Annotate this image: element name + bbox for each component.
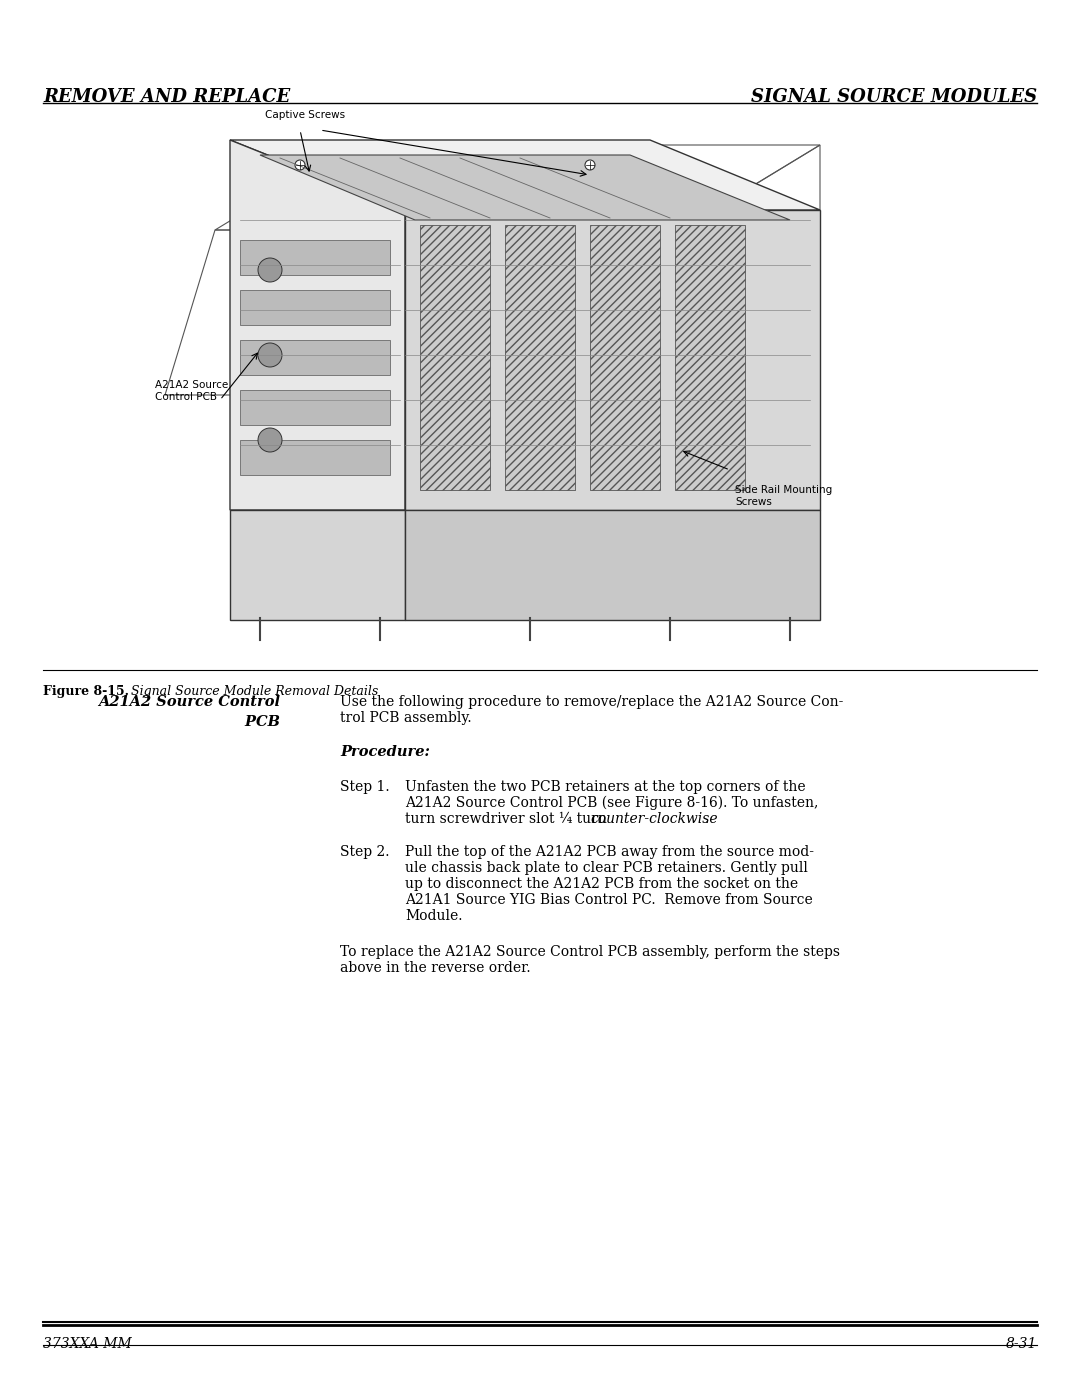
Text: A21A2 Source Control PCB (see Figure 8-16). To unfasten,: A21A2 Source Control PCB (see Figure 8-1… [405,796,819,810]
Polygon shape [505,225,575,490]
Circle shape [258,258,282,282]
Text: 8-31: 8-31 [1005,1337,1037,1351]
Text: up to disconnect the A21A2 PCB from the socket on the: up to disconnect the A21A2 PCB from the … [405,877,798,891]
Text: A21A2 Source Control
                        PCB: A21A2 Source Control PCB [98,694,280,728]
Polygon shape [240,390,390,425]
Text: A21A2 Source
Control PCB: A21A2 Source Control PCB [156,380,228,401]
Polygon shape [240,339,390,374]
Text: Signal Source Module Removal Details: Signal Source Module Removal Details [123,685,378,698]
Circle shape [295,161,305,170]
Text: A21A1 Source YIG Bias Control PC.  Remove from Source: A21A1 Source YIG Bias Control PC. Remove… [405,893,813,907]
Text: Captive Screws: Captive Screws [265,110,346,120]
Text: above in the reverse order.: above in the reverse order. [340,961,530,975]
Text: Step 1.: Step 1. [340,780,390,793]
Text: REMOVE AND REPLACE: REMOVE AND REPLACE [43,88,291,106]
Text: counter-clockwise: counter-clockwise [590,812,717,826]
Text: Module.: Module. [405,909,462,923]
Text: Figure 8-15.: Figure 8-15. [43,685,129,698]
Polygon shape [240,240,390,275]
Polygon shape [405,210,820,510]
Text: To replace the A21A2 Source Control PCB assembly, perform the steps: To replace the A21A2 Source Control PCB … [340,944,840,958]
Circle shape [258,344,282,367]
Text: Pull the top of the A21A2 PCB away from the source mod-: Pull the top of the A21A2 PCB away from … [405,845,814,859]
Text: trol PCB assembly.: trol PCB assembly. [340,711,472,725]
Text: Step 2.: Step 2. [340,845,390,859]
Text: SIGNAL SOURCE MODULES: SIGNAL SOURCE MODULES [751,88,1037,106]
Text: 373XXA MM: 373XXA MM [43,1337,132,1351]
Text: Use the following procedure to remove/replace the A21A2 Source Con-: Use the following procedure to remove/re… [340,694,843,710]
Polygon shape [230,140,405,510]
Polygon shape [260,155,789,219]
Polygon shape [420,225,490,490]
Polygon shape [590,225,660,490]
Polygon shape [230,510,405,620]
Text: Side Rail Mounting
Screws: Side Rail Mounting Screws [735,485,833,507]
Circle shape [258,427,282,453]
Polygon shape [230,140,820,210]
Circle shape [585,161,595,170]
Text: Unfasten the two PCB retainers at the top corners of the: Unfasten the two PCB retainers at the to… [405,780,806,793]
Polygon shape [405,510,820,620]
Text: .: . [705,812,710,826]
Text: turn screwdriver slot ¼ turn: turn screwdriver slot ¼ turn [405,812,611,826]
Polygon shape [240,440,390,475]
Polygon shape [675,225,745,490]
Polygon shape [240,291,390,326]
Text: ule chassis back plate to clear PCB retainers. Gently pull: ule chassis back plate to clear PCB reta… [405,861,808,875]
Text: Procedure:: Procedure: [340,745,430,759]
